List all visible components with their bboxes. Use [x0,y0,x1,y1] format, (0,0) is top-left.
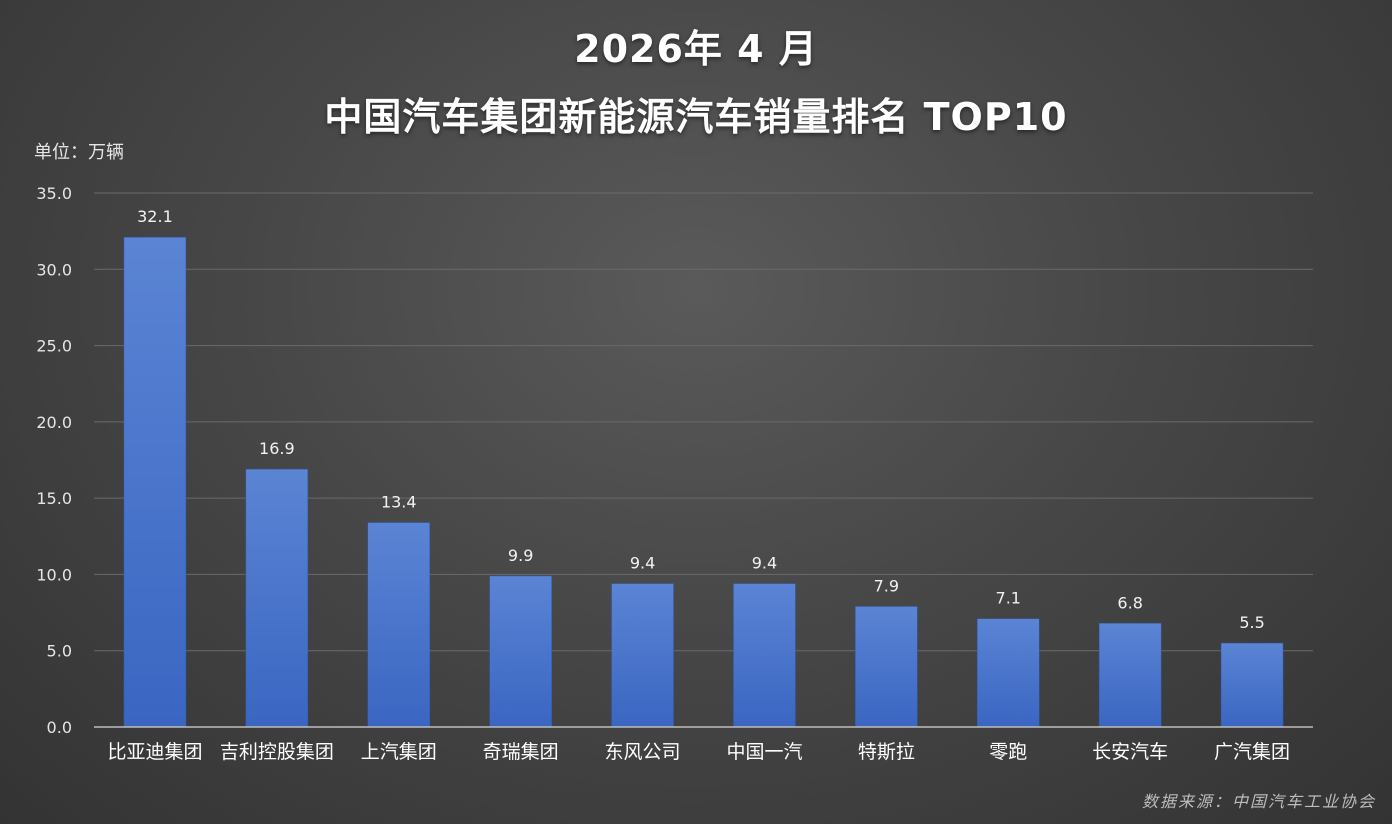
value-label: 9.4 [630,554,655,573]
y-axis-ticks: 0.0 5.0 10.0 15.0 20.0 25.0 30.0 35.0 [36,184,72,737]
y-tick-label: 15.0 [36,489,72,508]
value-label: 6.8 [1117,593,1142,612]
x-tick-label: 吉利控股集团 [220,741,334,763]
bar [611,583,674,728]
value-label: 7.9 [874,576,899,595]
value-label: 9.4 [752,554,777,573]
data-source-note: 数据来源：中国汽车工业协会 [1141,792,1376,811]
value-label: 32.1 [137,207,173,226]
bar [1098,623,1162,728]
y-tick-label: 0.0 [47,718,72,737]
x-tick-label: 广汽集团 [1214,741,1290,763]
x-tick-label: 特斯拉 [858,741,915,763]
bars [123,236,1284,728]
value-label: 9.9 [508,546,533,565]
value-label: 13.4 [381,493,417,512]
bar [977,618,1040,728]
bar [123,236,187,728]
y-axis-unit-label: 单位：万辆 [34,142,124,163]
x-tick-label: 东风公司 [605,741,681,763]
value-label: 5.5 [1239,613,1264,632]
y-tick-label: 35.0 [36,184,72,203]
bar [855,606,918,728]
x-tick-label: 奇瑞集团 [483,741,559,763]
x-tick-label: 上汽集团 [361,741,437,763]
x-tick-label: 比亚迪集团 [107,741,202,763]
bar [245,468,309,728]
x-axis-ticks: 比亚迪集团 吉利控股集团 上汽集团 奇瑞集团 东风公司 中国一汽 特斯拉 零跑 长安汽车 广汽集团 [107,741,1290,763]
x-tick-label: 中国一汽 [726,741,802,763]
y-tick-label: 25.0 [36,337,72,356]
bar [733,583,796,728]
chart-title-line1: 2026年 4 月 [574,27,818,71]
bar [367,522,430,728]
chart-title-line2: 中国汽车集团新能源汽车销量排名 TOP10 [324,95,1068,139]
y-tick-label: 10.0 [36,565,72,584]
value-labels: 32.1 16.9 13.4 9.9 9.4 9.4 7.9 7.1 6.8 5.5 [137,207,1265,632]
value-label: 7.1 [996,589,1021,608]
x-tick-label: 零跑 [989,741,1027,763]
x-tick-label: 长安汽车 [1092,741,1168,763]
y-tick-label: 20.0 [36,413,72,432]
bar [489,575,552,728]
bar [1220,642,1284,728]
value-label: 16.9 [259,439,295,458]
y-tick-label: 30.0 [36,260,72,279]
y-tick-label: 5.0 [47,642,72,661]
